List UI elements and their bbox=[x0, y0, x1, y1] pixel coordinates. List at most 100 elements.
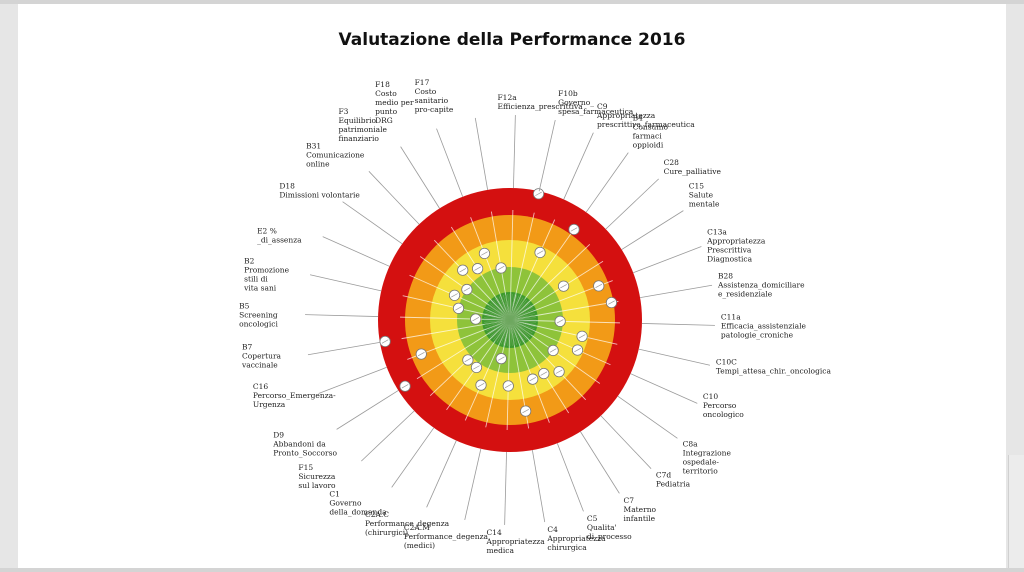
marker-tick bbox=[451, 293, 458, 298]
indicator-label-line: Appropriatezza bbox=[486, 537, 546, 546]
indicator-label-line: C10 bbox=[703, 392, 719, 401]
indicator-label-line: B28 bbox=[718, 272, 733, 281]
indicator-marker bbox=[495, 353, 507, 365]
indicator-label-line: Governo bbox=[329, 499, 362, 508]
hub-ray bbox=[487, 319, 511, 334]
indicator-label-line: ospedale- bbox=[683, 458, 720, 467]
indicator-label-line: Performance_degenza bbox=[365, 519, 450, 528]
indicator-label-line: Promozione bbox=[244, 265, 289, 274]
indicator-label: C5 Qualita' di_processo bbox=[587, 514, 632, 541]
spoke bbox=[509, 219, 556, 321]
indicator-label-line: Comunicazione bbox=[306, 150, 365, 159]
indicator-label-line: DRG bbox=[375, 116, 393, 125]
hub-ray bbox=[502, 294, 511, 321]
indicator-label-line: C10C bbox=[716, 358, 737, 367]
indicator-label-line: spesa_farmaceutica bbox=[558, 107, 634, 116]
indicator-label-line: stili di bbox=[244, 274, 268, 283]
indicator-label-line: C14 bbox=[487, 528, 503, 537]
hub-ray bbox=[505, 294, 511, 321]
indicator-label: C15 Salute mentale bbox=[689, 181, 720, 208]
leader-line bbox=[361, 410, 415, 462]
hub-ray bbox=[509, 319, 524, 343]
hub-ray bbox=[509, 312, 536, 321]
indicator-label: C16 Percorso_Emergenza-Urgenza bbox=[253, 382, 336, 409]
marker-tick bbox=[522, 408, 530, 414]
hub-ray bbox=[484, 315, 511, 321]
hub-ray bbox=[509, 310, 535, 321]
indicator-label-line: B2 bbox=[244, 256, 255, 265]
indicator-marker bbox=[576, 330, 588, 342]
indicator-marker bbox=[475, 379, 487, 391]
spoke bbox=[509, 319, 587, 401]
indicator-label: B5 Screening oncologici bbox=[239, 302, 278, 329]
indicator-marker bbox=[520, 405, 532, 417]
hub-ray bbox=[509, 319, 536, 328]
indicator-label-line: medio per bbox=[375, 98, 414, 107]
indicator-label-line: Assistenza_domiciliare bbox=[717, 281, 805, 290]
leader-line bbox=[538, 119, 556, 192]
indicator-marker bbox=[527, 373, 539, 385]
indicator-label-line: Appropriatezza bbox=[596, 111, 656, 120]
hub-ray bbox=[486, 308, 511, 321]
indicator-label-line: Appropriatezza bbox=[706, 237, 766, 246]
spoke bbox=[470, 217, 511, 321]
marker-tick bbox=[401, 384, 409, 389]
indicator-label-line: Diagnostica bbox=[707, 255, 752, 264]
hub-ray bbox=[491, 301, 511, 321]
indicator-label-line: Consumo bbox=[633, 122, 669, 131]
indicator-label-line: mentale bbox=[689, 199, 720, 208]
indicator-label: C9 Appropriatezza prescrittiva_farmaceutic… bbox=[596, 102, 695, 129]
indicator-label-line: vita sani bbox=[243, 283, 277, 292]
leader-line bbox=[638, 348, 711, 366]
hub-ray bbox=[489, 319, 511, 337]
marker-tick bbox=[477, 383, 485, 388]
indicator-label-line: C7d bbox=[656, 471, 672, 480]
indicator-label-line: Pediatria bbox=[656, 480, 691, 489]
hub-ray bbox=[509, 295, 520, 321]
marker-tick bbox=[474, 266, 481, 271]
indicator-label-line: C4 bbox=[547, 525, 558, 534]
indicator-label-line: D9 bbox=[273, 431, 284, 440]
indicator-label-line: Equilibrio bbox=[338, 116, 376, 125]
hub-ray bbox=[505, 319, 511, 346]
leader-line bbox=[400, 146, 440, 209]
leader-line bbox=[630, 373, 698, 404]
leader-line bbox=[617, 395, 678, 439]
spoke bbox=[509, 243, 591, 321]
indicator-label: F10b Governo_ spesa_farmaceutica bbox=[558, 89, 634, 116]
indicator-label-line: C2A.M bbox=[404, 523, 430, 532]
indicator-label-line: B31 bbox=[306, 141, 321, 150]
indicator-marker bbox=[502, 380, 514, 392]
hub-ray bbox=[496, 319, 511, 343]
indicator-label-line: Salute bbox=[689, 190, 714, 199]
indicator-label-line: della_domanda bbox=[329, 508, 387, 517]
indicator-label-line: F18 bbox=[375, 80, 390, 89]
hub-ray bbox=[496, 297, 511, 321]
marker-tick bbox=[417, 351, 425, 357]
spoke bbox=[509, 319, 570, 414]
indicator-marker bbox=[571, 344, 584, 356]
spoke bbox=[485, 319, 511, 428]
indicator-label-line: Efficienza_prescrittiva bbox=[497, 102, 583, 111]
leader-line bbox=[640, 284, 713, 299]
indicator-label-line: C1 bbox=[329, 490, 340, 499]
indicator-label-line: vaccinale bbox=[241, 360, 278, 369]
indicator-marker bbox=[547, 344, 559, 357]
indicator-label-line: patologie_croniche bbox=[721, 330, 794, 339]
center-hub bbox=[484, 294, 536, 346]
indicator-label-line: medica bbox=[487, 546, 515, 555]
leader-line bbox=[633, 246, 702, 274]
bottom-border bbox=[0, 568, 1024, 572]
marker-tick bbox=[459, 268, 467, 273]
indicator-label-line: C2A.C bbox=[365, 510, 389, 519]
marker-tick bbox=[455, 306, 462, 311]
indicator-label-line: Copertura bbox=[242, 351, 282, 360]
hub-ray bbox=[500, 295, 511, 321]
hub-ray bbox=[509, 319, 520, 345]
hub-ray bbox=[509, 319, 535, 330]
indicator-label-line: infantile bbox=[624, 514, 656, 523]
indicator-label-line: chirurgica bbox=[547, 543, 587, 552]
indicator-marker bbox=[495, 262, 507, 274]
indicator-marker bbox=[462, 354, 474, 366]
indicator-label: F15 Sicurezza sul lavoro bbox=[298, 463, 336, 490]
